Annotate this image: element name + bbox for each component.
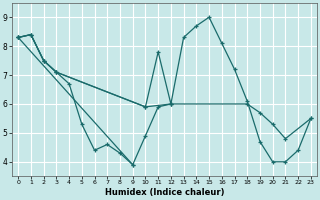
X-axis label: Humidex (Indice chaleur): Humidex (Indice chaleur) bbox=[105, 188, 224, 197]
